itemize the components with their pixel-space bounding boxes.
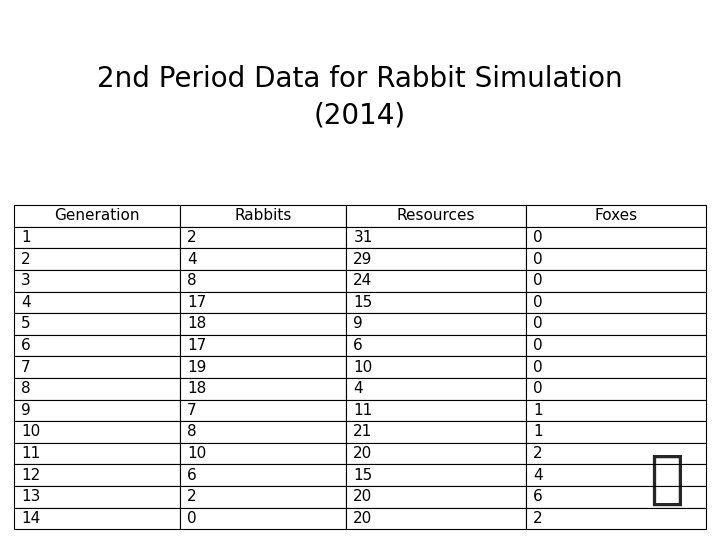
Text: 🐰: 🐰 — [649, 450, 684, 508]
Text: 2nd Period Data for Rabbit Simulation
(2014): 2nd Period Data for Rabbit Simulation (2… — [97, 65, 623, 130]
